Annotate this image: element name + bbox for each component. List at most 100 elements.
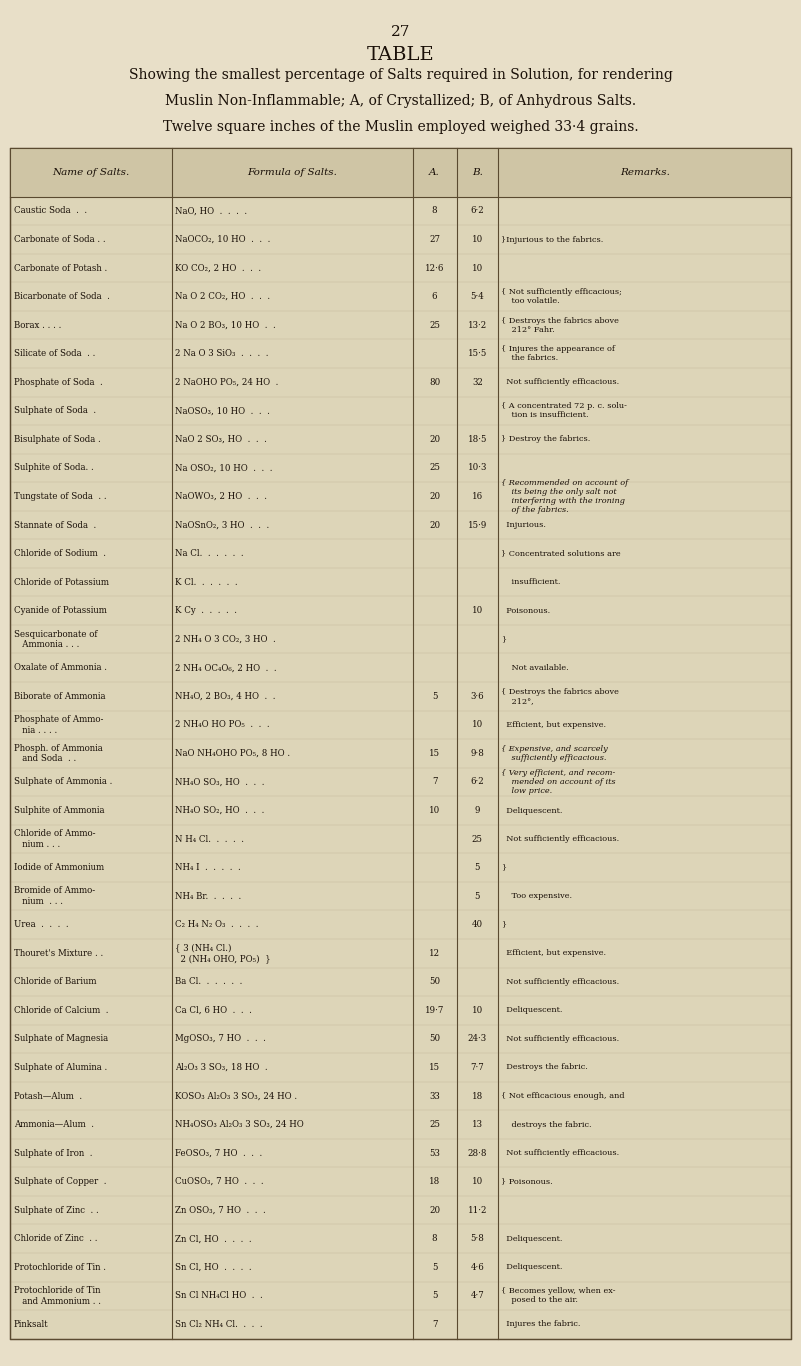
Text: Sn Cl NH₄Cl HO  .  .: Sn Cl NH₄Cl HO . . <box>175 1291 264 1300</box>
Text: 2 NH₄O HO PO₅  .  .  .: 2 NH₄O HO PO₅ . . . <box>175 720 270 729</box>
Text: Formula of Salts.: Formula of Salts. <box>248 168 337 176</box>
Text: Bromide of Ammo-
   nium  . . .: Bromide of Ammo- nium . . . <box>14 887 95 906</box>
Text: } Destroy the fabrics.: } Destroy the fabrics. <box>501 436 591 444</box>
Text: Showing the smallest percentage of Salts required in Solution, for rendering: Showing the smallest percentage of Salts… <box>129 68 672 82</box>
Text: Ca Cl, 6 HO  .  .  .: Ca Cl, 6 HO . . . <box>175 1005 252 1015</box>
Text: 20: 20 <box>429 492 440 501</box>
Text: 9·8: 9·8 <box>470 749 485 758</box>
Text: 2 NaOHO PO₅, 24 HO  .: 2 NaOHO PO₅, 24 HO . <box>175 378 279 387</box>
Text: Sulphate of Alumina .: Sulphate of Alumina . <box>14 1063 107 1072</box>
Text: 10: 10 <box>472 264 483 273</box>
Text: K Cy  .  .  .  .  .: K Cy . . . . . <box>175 607 237 615</box>
Text: B.: B. <box>472 168 483 176</box>
Text: 15: 15 <box>429 1063 440 1072</box>
Text: NaO 2 SO₃, HO  .  .  .: NaO 2 SO₃, HO . . . <box>175 434 268 444</box>
Text: Deliquescent.: Deliquescent. <box>501 1235 563 1243</box>
Text: 4·6: 4·6 <box>470 1262 485 1272</box>
Text: NaO, HO  .  .  .  .: NaO, HO . . . . <box>175 206 248 216</box>
Text: Iodide of Ammonium: Iodide of Ammonium <box>14 863 104 872</box>
Text: Zn OSO₃, 7 HO  .  .  .: Zn OSO₃, 7 HO . . . <box>175 1206 266 1214</box>
Text: 20: 20 <box>429 520 440 530</box>
Text: 6·2: 6·2 <box>470 777 485 787</box>
Text: Efficient, but expensive.: Efficient, but expensive. <box>501 949 606 958</box>
Text: 53: 53 <box>429 1149 440 1157</box>
Text: 12: 12 <box>429 949 440 958</box>
Text: { A concentrated 72 p. c. solu-
    tion is insufficient.: { A concentrated 72 p. c. solu- tion is … <box>501 403 627 419</box>
Text: 25: 25 <box>429 321 440 329</box>
Text: 3·6: 3·6 <box>470 691 485 701</box>
Text: 15·9: 15·9 <box>468 520 487 530</box>
Text: NaOCO₂, 10 HO  .  .  .: NaOCO₂, 10 HO . . . <box>175 235 271 245</box>
Text: 50: 50 <box>429 977 440 986</box>
Text: 32: 32 <box>472 378 483 387</box>
Text: Not sufficiently efficacious.: Not sufficiently efficacious. <box>501 1149 620 1157</box>
Text: 10: 10 <box>429 806 441 816</box>
Text: Silicate of Soda  . .: Silicate of Soda . . <box>14 350 95 358</box>
Text: { Destroys the fabrics above
    212° Fahr.: { Destroys the fabrics above 212° Fahr. <box>501 317 619 333</box>
Text: { Injures the appearance of
    the fabrics.: { Injures the appearance of the fabrics. <box>501 346 615 362</box>
Text: NaOWO₃, 2 HO  .  .  .: NaOWO₃, 2 HO . . . <box>175 492 268 501</box>
Text: 5: 5 <box>432 691 437 701</box>
Text: 2 NH₄ O 3 CO₂, 3 HO  .: 2 NH₄ O 3 CO₂, 3 HO . <box>175 635 276 643</box>
Text: Injures the fabric.: Injures the fabric. <box>501 1321 581 1328</box>
Text: Thouret's Mixture . .: Thouret's Mixture . . <box>14 949 103 958</box>
Text: Sulphite of Ammonia: Sulphite of Ammonia <box>14 806 104 816</box>
Text: K Cl.  .  .  .  .  .: K Cl. . . . . . <box>175 578 238 586</box>
Text: 40: 40 <box>472 921 483 929</box>
Text: 5·8: 5·8 <box>470 1235 485 1243</box>
Text: 27: 27 <box>429 235 440 245</box>
Text: CuOSO₃, 7 HO  .  .  .: CuOSO₃, 7 HO . . . <box>175 1177 264 1186</box>
Text: Al₂O₃ 3 SO₃, 18 HO  .: Al₂O₃ 3 SO₃, 18 HO . <box>175 1063 268 1072</box>
Text: }: } <box>501 635 506 643</box>
Text: Carbonate of Soda . .: Carbonate of Soda . . <box>14 235 105 245</box>
Text: Efficient, but expensive.: Efficient, but expensive. <box>501 721 606 729</box>
Text: 9: 9 <box>475 806 480 816</box>
Text: { Expensive, and scarcely
    sufficiently efficacious.: { Expensive, and scarcely sufficiently e… <box>501 744 608 762</box>
Text: 10: 10 <box>472 235 483 245</box>
Text: Deliquescent.: Deliquescent. <box>501 1264 563 1272</box>
Text: Chloride of Sodium  .: Chloride of Sodium . <box>14 549 106 559</box>
Text: NaOSnO₂, 3 HO  .  .  .: NaOSnO₂, 3 HO . . . <box>175 520 270 530</box>
Text: 15: 15 <box>429 749 440 758</box>
Text: FeOSO₃, 7 HO  .  .  .: FeOSO₃, 7 HO . . . <box>175 1149 263 1157</box>
Text: { Destroys the fabrics above
    212°,: { Destroys the fabrics above 212°, <box>501 688 619 705</box>
Text: Na Cl.  .  .  .  .  .: Na Cl. . . . . . <box>175 549 244 559</box>
Text: Not sufficiently efficacious.: Not sufficiently efficacious. <box>501 378 620 387</box>
Text: MgOSO₃, 7 HO  .  .  .: MgOSO₃, 7 HO . . . <box>175 1034 266 1044</box>
Text: insufficient.: insufficient. <box>501 578 561 586</box>
Text: Sulphate of Iron  .: Sulphate of Iron . <box>14 1149 92 1157</box>
Text: 10·3: 10·3 <box>468 463 487 473</box>
Text: 25: 25 <box>429 463 440 473</box>
Text: Na O 2 CO₂, HO  .  .  .: Na O 2 CO₂, HO . . . <box>175 292 271 301</box>
Text: 24·3: 24·3 <box>468 1034 487 1044</box>
Text: { Not efficacious enough, and: { Not efficacious enough, and <box>501 1091 625 1100</box>
Text: }: } <box>501 863 506 872</box>
Text: Ammonia—Alum  .: Ammonia—Alum . <box>14 1120 94 1130</box>
Text: { Very efficient, and recom-
    mended on account of its
    low price.: { Very efficient, and recom- mended on a… <box>501 769 616 795</box>
Text: Potash—Alum  .: Potash—Alum . <box>14 1091 82 1101</box>
Text: 6: 6 <box>432 292 437 301</box>
Text: Chloride of Calcium  .: Chloride of Calcium . <box>14 1005 108 1015</box>
Text: Chloride of Zinc  . .: Chloride of Zinc . . <box>14 1235 97 1243</box>
Text: Zn Cl, HO  .  .  .  .: Zn Cl, HO . . . . <box>175 1235 252 1243</box>
Text: Sulphite of Soda. .: Sulphite of Soda. . <box>14 463 94 473</box>
Text: Sulphate of Ammonia .: Sulphate of Ammonia . <box>14 777 112 787</box>
Text: Chloride of Potassium: Chloride of Potassium <box>14 578 109 586</box>
Text: 13·2: 13·2 <box>468 321 487 329</box>
Text: 7·7: 7·7 <box>470 1063 485 1072</box>
Text: 28·8: 28·8 <box>468 1149 487 1157</box>
Text: Sn Cl₂ NH₄ Cl.  .  .  .: Sn Cl₂ NH₄ Cl. . . . <box>175 1320 263 1329</box>
Text: KOSO₃ Al₂O₃ 3 SO₃, 24 HO .: KOSO₃ Al₂O₃ 3 SO₃, 24 HO . <box>175 1091 297 1101</box>
Text: Not available.: Not available. <box>501 664 570 672</box>
Text: NH₄OSO₃ Al₂O₃ 3 SO₃, 24 HO: NH₄OSO₃ Al₂O₃ 3 SO₃, 24 HO <box>175 1120 304 1130</box>
Text: Injurious.: Injurious. <box>501 520 546 529</box>
Text: 4·7: 4·7 <box>470 1291 485 1300</box>
Text: Destroys the fabric.: Destroys the fabric. <box>501 1064 588 1071</box>
Text: 20: 20 <box>429 1206 440 1214</box>
Text: KO CO₂, 2 HO  .  .  .: KO CO₂, 2 HO . . . <box>175 264 262 273</box>
Text: NH₄O SO₂, HO  .  .  .: NH₄O SO₂, HO . . . <box>175 806 265 816</box>
Text: Sn Cl, HO  .  .  .  .: Sn Cl, HO . . . . <box>175 1262 252 1272</box>
Text: 7: 7 <box>432 777 437 787</box>
Text: 5: 5 <box>432 1291 437 1300</box>
Text: 27: 27 <box>391 25 410 38</box>
